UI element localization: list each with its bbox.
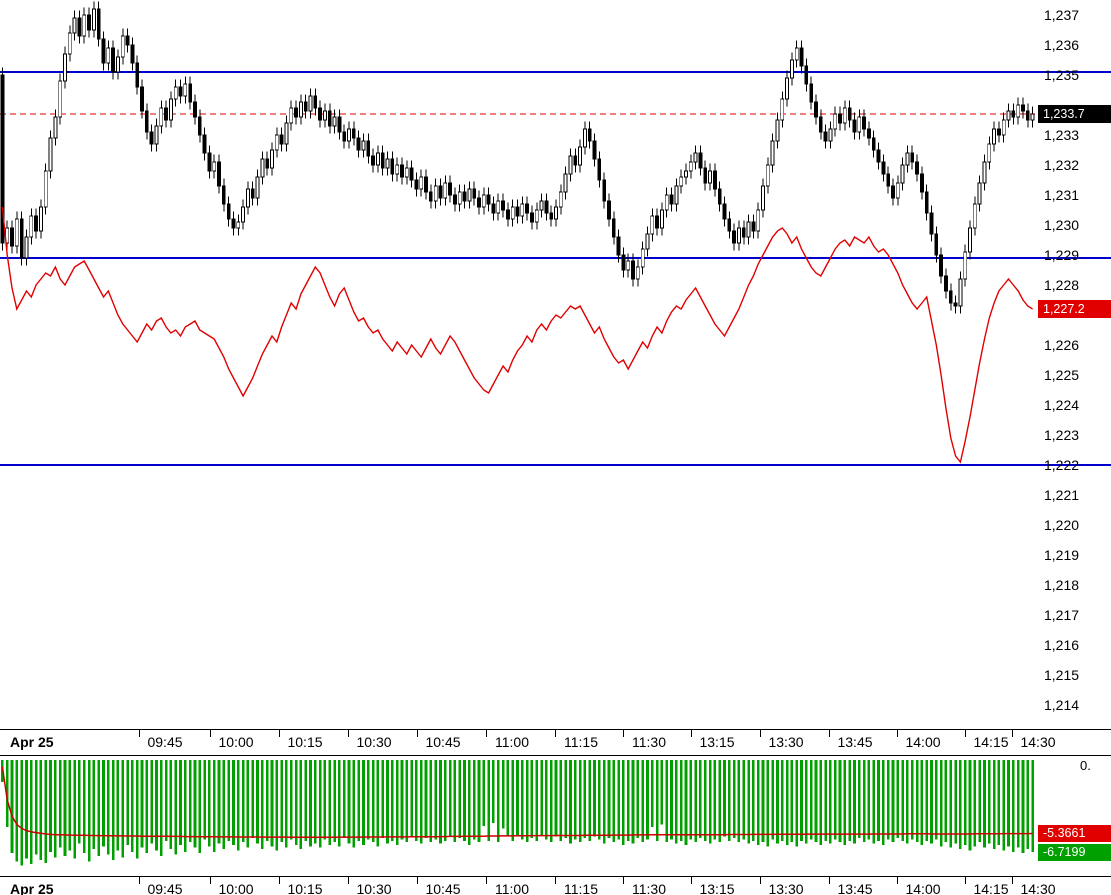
time-axis-tick	[555, 730, 556, 737]
price-axis-label: 1,236	[1044, 37, 1080, 53]
date-label: Apr 25	[10, 734, 54, 750]
time-label: 11:00	[495, 734, 529, 750]
time-axis-tick	[965, 877, 966, 884]
indicator-chart-svg[interactable]	[0, 756, 1111, 876]
time-label: 14:30	[1020, 881, 1056, 895]
time-label: 10:00	[218, 734, 254, 750]
time-label: 10:30	[356, 734, 392, 750]
time-axis-tick	[623, 877, 624, 884]
price-axis-label: 1,214	[1044, 697, 1080, 713]
price-axis-label: 1,226	[1044, 337, 1080, 353]
time-axis-tick	[279, 730, 280, 737]
time-axis-tick	[279, 877, 280, 884]
time-label: 11:00	[495, 881, 529, 895]
time-axis-tick	[829, 877, 830, 884]
time-axis-upper: Apr 25 09:45 10:00 10:15 10:30 10:45 11:00 11:1…	[0, 729, 1111, 756]
price-axis-label: 1,231	[1044, 187, 1080, 203]
time-axis-tick	[897, 730, 898, 737]
price-axis-label: 1,215	[1044, 667, 1080, 683]
time-axis-tick	[691, 877, 692, 884]
time-axis-tick	[417, 730, 418, 737]
time-axis-tick	[210, 730, 211, 737]
time-axis-tick	[348, 730, 349, 737]
time-axis-tick	[555, 877, 556, 884]
time-label: 13:30	[768, 734, 804, 750]
price-axis-label: 1,232	[1044, 157, 1080, 173]
time-label: 13:15	[699, 734, 735, 750]
date-label: Apr 25	[10, 881, 54, 895]
time-label: 14:00	[905, 881, 941, 895]
time-axis-tick	[691, 730, 692, 737]
time-axis-tick	[417, 877, 418, 884]
time-axis-tick	[1012, 877, 1013, 884]
time-axis-tick	[965, 730, 966, 737]
price-axis-label: 1,235	[1044, 67, 1080, 83]
time-label: 13:15	[699, 881, 735, 895]
price-chart-svg[interactable]	[0, 0, 1111, 729]
indicator-average-line	[1, 766, 1033, 839]
time-label: 09:45	[147, 881, 183, 895]
price-axis-label: 1,225	[1044, 367, 1080, 383]
time-label: 10:15	[287, 734, 323, 750]
indicator-pane[interactable]: 0. -5.3661 -6.7199	[0, 756, 1111, 876]
time-axis-tick	[623, 730, 624, 737]
price-axis-label: 1,228	[1044, 277, 1080, 293]
indicator-zero-label: 0.	[1080, 758, 1091, 773]
price-axis-label: 1,224	[1044, 397, 1080, 413]
time-label: 10:00	[218, 881, 254, 895]
time-label: 13:45	[837, 881, 873, 895]
time-label: 11:30	[632, 881, 666, 895]
price-axis-label: 1,233	[1044, 127, 1080, 143]
time-axis-tick	[486, 877, 487, 884]
time-label: 14:15	[973, 881, 1009, 895]
time-axis-lower: Apr 25 09:45 10:00 10:15 10:30 10:45 11:00 11:1…	[0, 876, 1111, 895]
indicator-bars-value-box: -6.7199	[1038, 843, 1111, 861]
price-pane[interactable]: 1,214 1,215 1,216 1,217 1,218 1,219 1,220 1,221…	[0, 0, 1111, 729]
price-axis-label: 1,219	[1044, 547, 1080, 563]
price-axis-label: 1,217	[1044, 607, 1080, 623]
price-axis-label: 1,223	[1044, 427, 1080, 443]
volume-bars-series	[1, 760, 1034, 866]
time-axis-tick	[139, 730, 140, 737]
time-axis-tick	[486, 730, 487, 737]
time-label: 10:30	[356, 881, 392, 895]
price-axis-label: 1,216	[1044, 637, 1080, 653]
time-label: 11:30	[632, 734, 666, 750]
time-axis-tick	[348, 877, 349, 884]
price-axis-label: 1,221	[1044, 487, 1080, 503]
time-label: 10:45	[425, 734, 461, 750]
time-axis-tick	[760, 730, 761, 737]
time-label: 13:45	[837, 734, 873, 750]
price-axis-label: 1,222	[1044, 457, 1080, 473]
price-axis-label: 1,220	[1044, 517, 1080, 533]
time-axis-tick	[760, 877, 761, 884]
candlestick-series	[0, 1, 1035, 314]
time-label: 14:30	[1020, 734, 1056, 750]
time-label: 10:45	[425, 881, 461, 895]
secondary-price-line	[1, 206, 1033, 464]
time-axis-tick	[897, 877, 898, 884]
overlay-last-value-box: 1,227.2	[1038, 300, 1111, 318]
time-axis-tick	[139, 877, 140, 884]
time-axis-tick	[210, 877, 211, 884]
price-axis-label: 1,229	[1044, 247, 1080, 263]
time-label: 10:15	[287, 881, 323, 895]
time-axis-tick	[1012, 730, 1013, 737]
time-label: 11:15	[564, 734, 598, 750]
time-axis-tick	[829, 730, 830, 737]
price-axis-label: 1,237	[1044, 7, 1080, 23]
time-label: 11:15	[564, 881, 598, 895]
price-axis-label: 1,230	[1044, 217, 1080, 233]
time-label: 09:45	[147, 734, 183, 750]
price-axis-label: 1,218	[1044, 577, 1080, 593]
time-label: 14:00	[905, 734, 941, 750]
indicator-line-value-box: -5.3661	[1038, 825, 1111, 842]
time-label: 13:30	[768, 881, 804, 895]
last-price-box: 1,233.7	[1038, 105, 1111, 123]
time-label: 14:15	[973, 734, 1009, 750]
